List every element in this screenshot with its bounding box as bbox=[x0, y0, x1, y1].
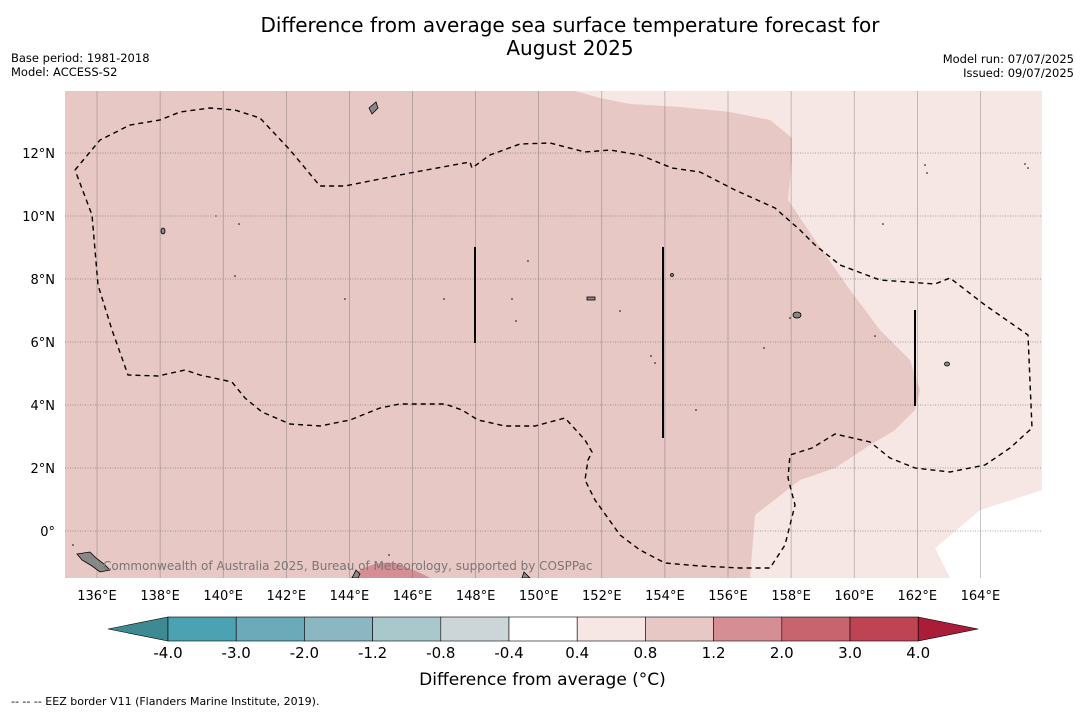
island-south-b bbox=[351, 569, 361, 578]
meta-right: Model run: 07/07/2025 Issued: 09/07/2025 bbox=[943, 52, 1074, 80]
lat-label: 4°N bbox=[31, 399, 56, 414]
graticule bbox=[65, 91, 1042, 578]
colorbar-under-arrow bbox=[107, 616, 169, 642]
lon-label: 150°E bbox=[519, 589, 559, 604]
colorbar-tick-label: -2.0 bbox=[290, 644, 319, 662]
colorbar-segment bbox=[372, 616, 442, 642]
colorbar-title: Difference from average (°C) bbox=[419, 670, 666, 690]
lon-label: 156°E bbox=[708, 589, 748, 604]
lon-label: 146°E bbox=[393, 589, 433, 604]
colorbar-segment bbox=[713, 616, 783, 642]
lon-label: 160°E bbox=[834, 589, 874, 604]
lon-label: 148°E bbox=[456, 589, 496, 604]
latitude-labels: 12°N 10°N 8°N 6°N 4°N 2°N 0° bbox=[22, 147, 55, 540]
colorbar-tick-label: 2.0 bbox=[770, 644, 794, 662]
lat-label: 8°N bbox=[31, 273, 56, 288]
colorbar-tick-label: 0.8 bbox=[633, 644, 657, 662]
lon-label: 136°E bbox=[77, 589, 117, 604]
boundary-segments bbox=[474, 247, 916, 438]
copyright-text: Commonwealth of Australia 2025, Bureau o… bbox=[103, 559, 593, 573]
eez-footnote: -- -- -- EEZ border V11 (Flanders Marine… bbox=[11, 695, 320, 708]
colorbar-tick-label: -1.2 bbox=[358, 644, 387, 662]
anomaly-field-neutral bbox=[935, 490, 1042, 578]
lon-label: 154°E bbox=[645, 589, 685, 604]
meta-left: Base period: 1981-2018 Model: ACCESS-S2 bbox=[11, 51, 150, 79]
lon-label: 158°E bbox=[771, 589, 811, 604]
lat-label: 0° bbox=[40, 525, 55, 540]
title-line-1: Difference from average sea surface temp… bbox=[260, 13, 880, 37]
island-ngulu bbox=[160, 227, 166, 235]
lat-label: 12°N bbox=[22, 147, 55, 162]
colorbar-segment bbox=[440, 616, 510, 642]
island-guam bbox=[368, 101, 379, 115]
colorbar-tick-label: -0.8 bbox=[426, 644, 455, 662]
colorbar-segment bbox=[508, 616, 578, 642]
colorbar-segment bbox=[576, 616, 646, 642]
colorbar-tick-label: 4.0 bbox=[906, 644, 930, 662]
colorbar-tick-label: 0.4 bbox=[565, 644, 589, 662]
colorbar-tick-label: 1.2 bbox=[702, 644, 726, 662]
issued-date: Issued: 09/07/2025 bbox=[963, 66, 1074, 80]
colorbar: -4.0 -3.0 -2.0 -1.2 -0.8 -0.4 0.4 0.8 1.2 2.0 3.0 4… bbox=[107, 616, 979, 662]
lat-label: 6°N bbox=[31, 336, 56, 351]
colorbar-tick-label: -4.0 bbox=[153, 644, 182, 662]
colorbar-tick-label: 3.0 bbox=[838, 644, 862, 662]
anomaly-field-0.4-0.8 bbox=[575, 91, 1042, 578]
base-period: Base period: 1981-2018 bbox=[11, 51, 150, 65]
longitude-labels: 136°E 138°E 140°E 142°E 144°E 146°E 148°E 150°E… bbox=[77, 589, 1000, 604]
lon-label: 152°E bbox=[582, 589, 622, 604]
lat-label: 10°N bbox=[22, 210, 55, 225]
lon-label: 144°E bbox=[330, 589, 370, 604]
islands bbox=[76, 101, 950, 578]
lon-label: 162°E bbox=[898, 589, 938, 604]
lon-label: 140°E bbox=[203, 589, 243, 604]
colorbar-segment bbox=[849, 616, 919, 642]
island-chuuk bbox=[586, 296, 596, 301]
map-plot-area bbox=[65, 91, 1042, 578]
islets bbox=[72, 163, 1029, 556]
anomaly-field-1.2-2.0 bbox=[350, 562, 430, 578]
colorbar-segment bbox=[645, 616, 714, 642]
title-line-2: August 2025 bbox=[506, 36, 634, 60]
colorbar-segment bbox=[781, 616, 851, 642]
lat-label: 2°N bbox=[31, 462, 56, 477]
model-name: Model: ACCESS-S2 bbox=[11, 65, 118, 79]
island-south-a bbox=[521, 571, 531, 578]
lon-label: 142°E bbox=[267, 589, 307, 604]
model-run: Model run: 07/07/2025 bbox=[942, 52, 1074, 66]
island-new-guinea-tip bbox=[76, 551, 111, 573]
eez-border-west bbox=[74, 107, 1033, 569]
colorbar-tick-label: -0.4 bbox=[494, 644, 523, 662]
colorbar-segment bbox=[167, 616, 237, 642]
lon-label: 138°E bbox=[140, 589, 180, 604]
island-pohnpei bbox=[792, 311, 802, 319]
colorbar-over-arrow bbox=[917, 616, 979, 642]
colorbar-segment bbox=[235, 616, 305, 642]
map-title: Difference from average sea surface temp… bbox=[200, 14, 940, 60]
colorbar-segment bbox=[304, 616, 373, 642]
island-kosrae bbox=[944, 361, 950, 367]
lon-label: 164°E bbox=[961, 589, 1001, 604]
island-small-a bbox=[670, 273, 674, 277]
colorbar-tick-label: -3.0 bbox=[222, 644, 251, 662]
eez-borders bbox=[74, 107, 1033, 569]
